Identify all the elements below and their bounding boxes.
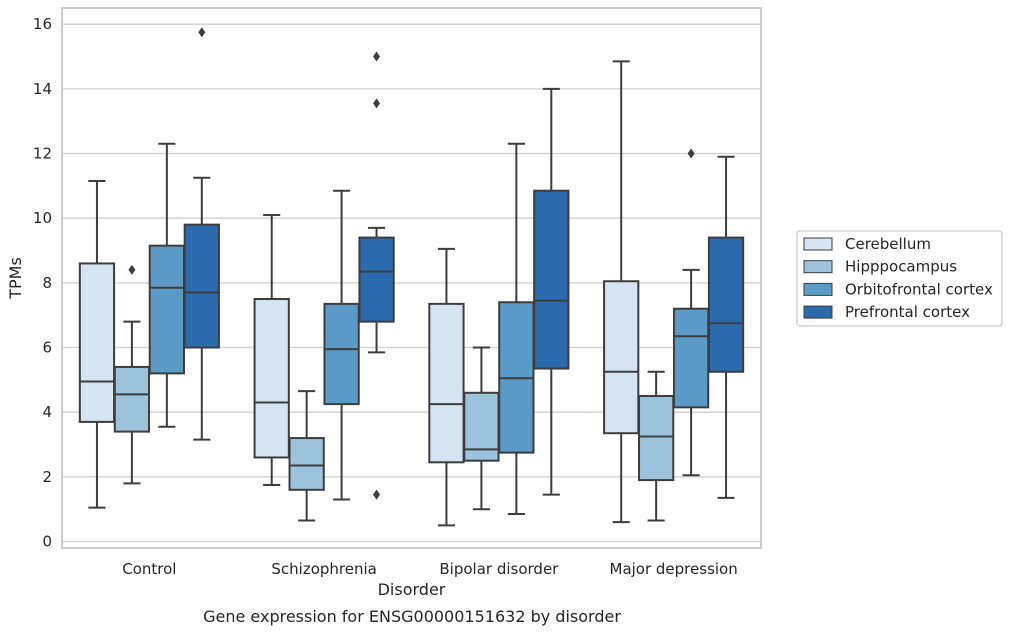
legend-label: Hipppocampus — [845, 258, 957, 276]
x-tick-label: Control — [122, 560, 176, 578]
y-tick-labels: 0 2 4 6 8 10 12 14 16 — [33, 15, 52, 550]
box-iqr — [707, 236, 745, 373]
box-iqr — [253, 298, 290, 459]
legend-item: Prefrontal cortex — [803, 303, 970, 321]
box-plot — [78, 179, 116, 509]
y-tick-label: 8 — [42, 274, 52, 292]
box-iqr — [323, 302, 360, 406]
legend-label: Prefrontal cortex — [845, 303, 970, 321]
legend-label: Orbitofrontal cortex — [845, 280, 993, 298]
box-plot — [113, 264, 151, 485]
legend: Cerebellum Hipppocampus Orbitofrontal cort… — [796, 230, 1003, 327]
y-tick-label: 16 — [33, 15, 52, 33]
legend-frame — [796, 230, 1003, 327]
legend-item: Cerebellum — [803, 235, 931, 253]
box-series-group — [78, 27, 745, 527]
y-tick-label: 14 — [33, 80, 52, 98]
box-iqr — [672, 307, 710, 409]
chart-caption: Gene expression for ENSG00000151632 by d… — [203, 607, 621, 626]
legend-item: Hipppocampus — [803, 258, 957, 276]
x-tick-label: Major depression — [610, 560, 738, 578]
y-tick-label: 10 — [33, 209, 52, 227]
outlier-point — [373, 489, 381, 500]
y-tick-label: 12 — [33, 145, 52, 163]
box-iqr — [183, 223, 220, 349]
y-axis-label: TPMs — [6, 257, 25, 300]
box-plot — [672, 148, 710, 477]
box-plot — [498, 142, 535, 516]
box-iqr — [638, 395, 675, 482]
box-iqr — [288, 437, 325, 491]
outlier-point — [687, 148, 695, 159]
x-tick-labels: Control Schizophrenia Bipolar disorder Majo… — [122, 560, 737, 578]
box-iqr — [533, 189, 570, 370]
legend-label: Cerebellum — [845, 235, 931, 253]
y-tick-label: 2 — [42, 468, 52, 486]
box-plot — [183, 27, 220, 441]
box-plot — [253, 213, 290, 486]
box-plot — [603, 60, 640, 524]
box-iqr — [463, 391, 500, 462]
legend-swatch — [803, 305, 833, 319]
box-iqr — [358, 236, 395, 323]
x-axis-label: Disorder — [378, 580, 446, 599]
legend-swatch — [803, 282, 833, 296]
outlier-point — [198, 27, 206, 38]
box-iqr — [113, 365, 151, 433]
box-iqr — [603, 280, 640, 435]
box-iqr — [148, 244, 185, 375]
y-tick-label: 0 — [42, 533, 52, 551]
box-plot — [638, 370, 675, 522]
box-plot — [288, 390, 325, 522]
box-plot — [148, 142, 185, 428]
legend-swatch — [803, 260, 833, 274]
outlier-point — [373, 51, 381, 62]
box-iqr — [78, 262, 116, 423]
box-plot — [358, 51, 395, 500]
legend-swatch — [803, 237, 833, 251]
series-orbitofrontal-cortex — [148, 142, 710, 516]
box-plot — [428, 247, 465, 527]
series-prefrontal-cortex — [183, 27, 745, 500]
legend-item: Orbitofrontal cortex — [803, 280, 993, 298]
outlier-point — [373, 98, 381, 109]
box-iqr — [428, 302, 465, 464]
plot-frame — [61, 7, 762, 549]
y-tick-label: 6 — [42, 339, 52, 357]
y-tick-label: 4 — [42, 403, 52, 421]
series-cerebellum — [78, 60, 640, 527]
series-hipppocampus — [113, 264, 675, 522]
box-plot — [533, 87, 570, 496]
outlier-point — [128, 264, 136, 275]
box-plot — [323, 189, 360, 501]
box-plot — [707, 155, 745, 499]
x-tick-label: Bipolar disorder — [439, 560, 559, 578]
x-tick-label: Schizophrenia — [271, 560, 376, 578]
